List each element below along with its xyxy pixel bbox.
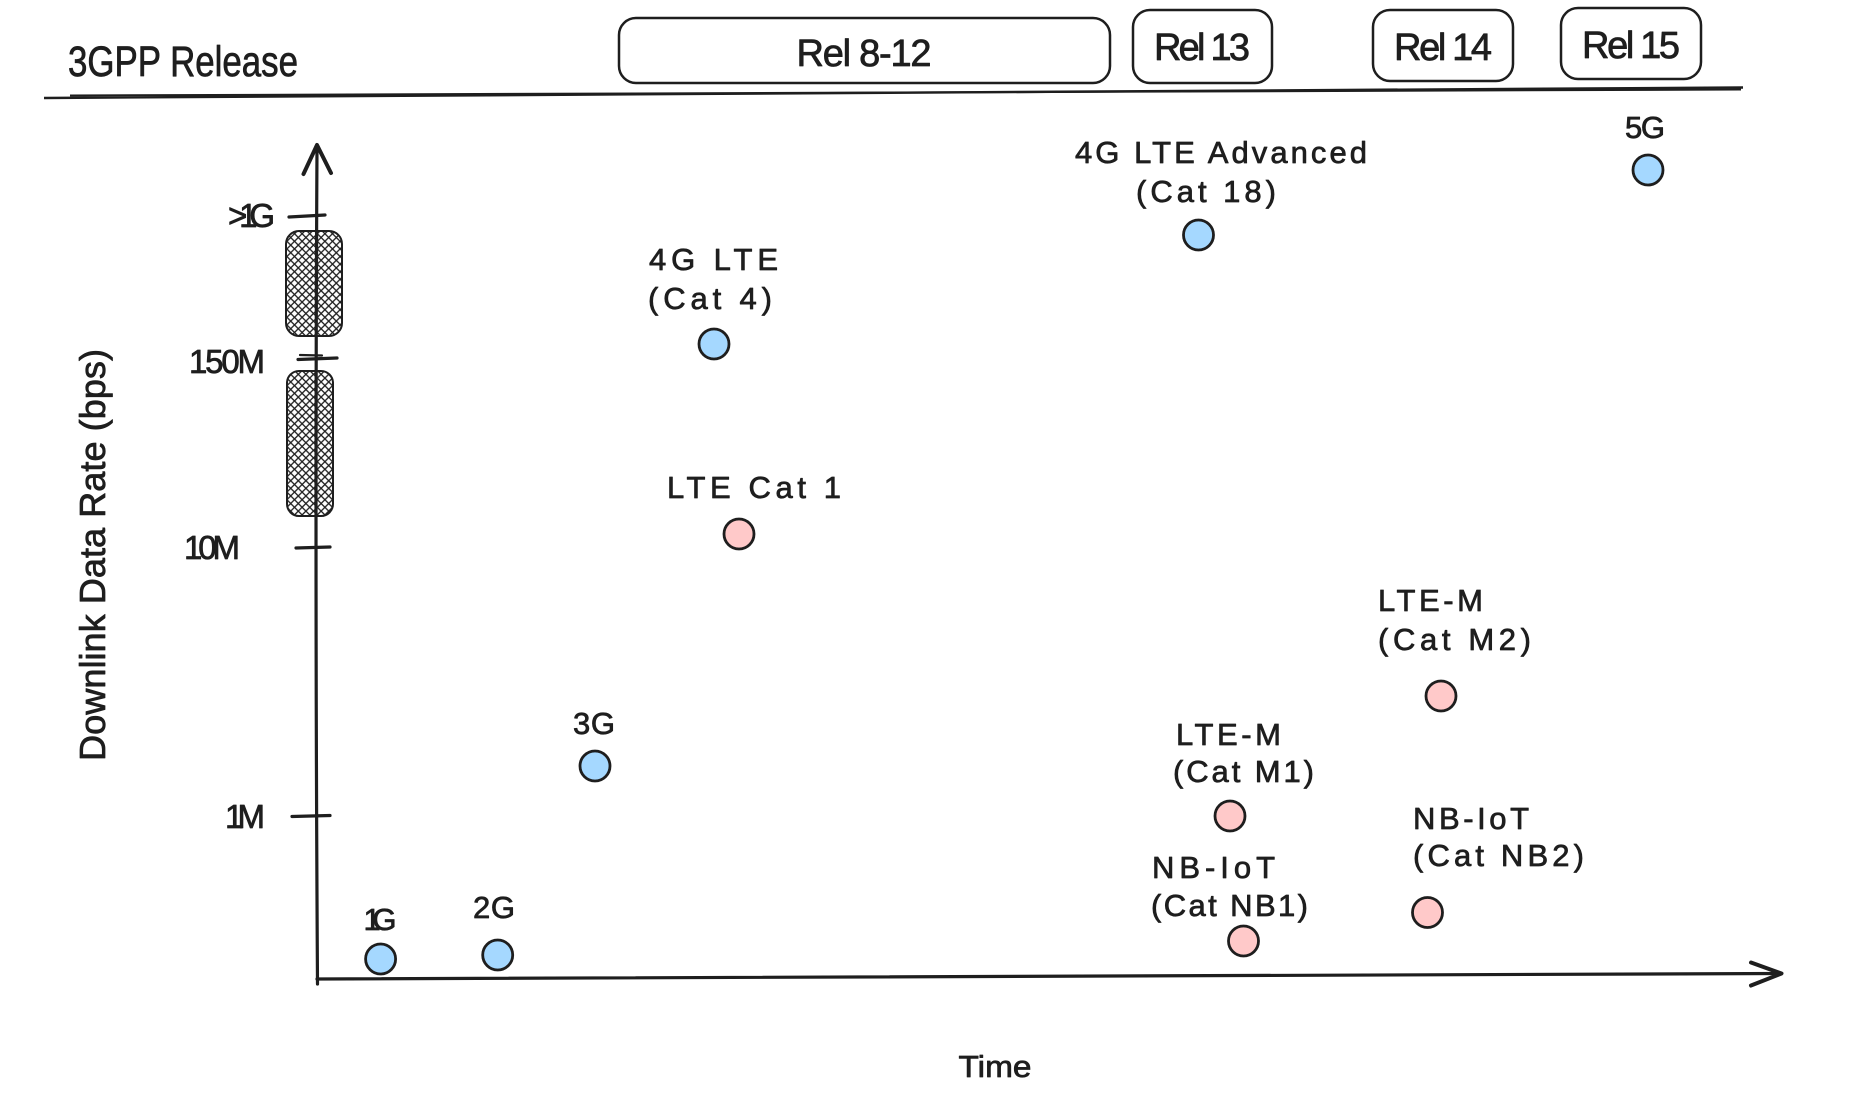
svg-text:3G: 3G	[573, 706, 615, 741]
svg-text:1M: 1M	[225, 798, 265, 835]
svg-text:NB-IoT: NB-IoT	[1152, 850, 1275, 885]
svg-text:4G LTE Advanced: 4G LTE Advanced	[1075, 135, 1367, 170]
svg-text:>1G: >1G	[228, 197, 275, 234]
svg-text:(Cat M2): (Cat M2)	[1378, 622, 1531, 657]
svg-text:150M: 150M	[189, 343, 265, 380]
svg-text:LTE-M: LTE-M	[1378, 583, 1483, 618]
svg-text:LTE-M: LTE-M	[1176, 717, 1281, 752]
svg-text:LTE Cat 1: LTE Cat 1	[667, 470, 841, 505]
svg-text:(Cat 4): (Cat 4)	[648, 281, 772, 316]
svg-text:5G: 5G	[1625, 110, 1665, 145]
svg-text:Rel 15: Rel 15	[1582, 25, 1680, 67]
svg-text:Time: Time	[959, 1049, 1032, 1084]
svg-text:(Cat 18): (Cat 18)	[1136, 174, 1276, 209]
svg-text:4G LTE: 4G LTE	[649, 242, 778, 277]
svg-text:1G: 1G	[364, 902, 397, 937]
svg-text:Rel 13: Rel 13	[1154, 27, 1250, 69]
svg-text:NB-IoT: NB-IoT	[1413, 801, 1529, 836]
svg-text:Rel 14: Rel 14	[1394, 27, 1492, 69]
svg-text:(Cat NB1): (Cat NB1)	[1151, 888, 1308, 923]
svg-text:10M: 10M	[184, 529, 240, 566]
svg-text:Rel 8-12: Rel 8-12	[797, 33, 932, 75]
svg-text:(Cat NB2): (Cat NB2)	[1413, 838, 1584, 873]
svg-text:Downlink Data Rate (bps): Downlink Data Rate (bps)	[72, 349, 113, 761]
svg-text:2G: 2G	[473, 890, 515, 925]
svg-text:3GPP Release: 3GPP Release	[68, 38, 298, 86]
svg-text:(Cat M1): (Cat M1)	[1173, 754, 1314, 789]
